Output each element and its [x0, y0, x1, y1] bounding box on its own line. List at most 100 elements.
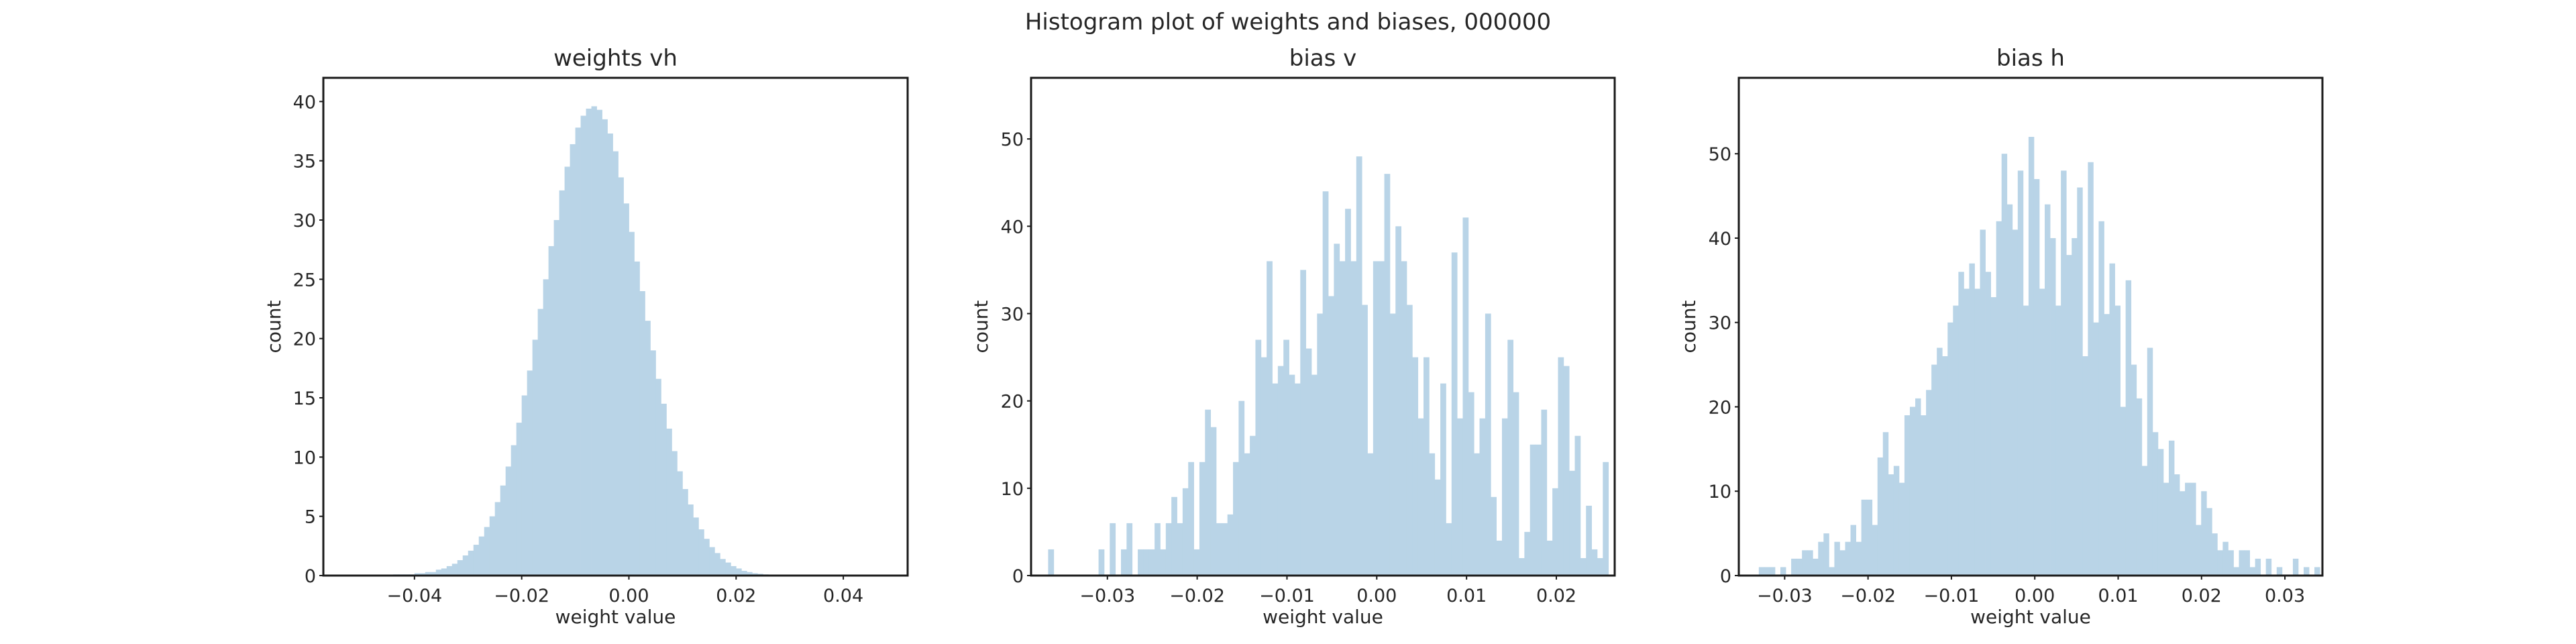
histogram-bar [747, 572, 753, 576]
y-tick-label: 5 [305, 507, 316, 528]
histogram-bar [2217, 550, 2223, 576]
histogram-bar [1395, 226, 1401, 576]
histogram-bar [1931, 364, 1937, 576]
histogram-bar [451, 564, 458, 576]
histogram-bar [468, 550, 474, 576]
histogram-bar [1856, 541, 1862, 576]
histogram-bar [1238, 400, 1245, 576]
histogram-bar [1389, 313, 1396, 576]
histogram-bar [2222, 541, 2229, 576]
histogram-bar [639, 291, 645, 576]
histogram-bar [1969, 263, 1975, 576]
x-axis-label: weight value [1970, 606, 2091, 628]
histogram-bar [1289, 374, 1295, 576]
histogram-bar [1937, 347, 1943, 576]
x-tick-label: −0.02 [1169, 586, 1225, 606]
histogram-bar [1802, 550, 1808, 576]
histogram-bar [2109, 263, 2115, 576]
histogram-bar [1990, 297, 1997, 576]
histogram-bar [634, 261, 640, 576]
x-tick-label: 0.02 [716, 586, 756, 606]
histogram-bar [1586, 505, 1592, 576]
histogram-bar [1926, 390, 1932, 576]
histogram-bar [494, 502, 501, 576]
histogram-bar [1861, 499, 1868, 576]
histogram-bar [2066, 255, 2072, 576]
y-tick-label: 50 [1709, 144, 1731, 165]
x-tick-label: 0.02 [1536, 586, 1576, 606]
histogram-bar [1272, 383, 1279, 576]
histogram-bar [1529, 444, 1536, 576]
histogram-bar [1569, 470, 1575, 576]
histogram-bar [2141, 466, 2148, 576]
histogram-bar [1244, 453, 1250, 576]
histogram-bar [2114, 305, 2121, 576]
histogram-bar [2088, 162, 2094, 576]
histogram-bar [478, 536, 485, 576]
histogram-bar [1807, 550, 1813, 576]
histogram-bar [1417, 418, 1424, 576]
histogram-bar [484, 527, 490, 576]
histogram-bar [1947, 322, 1953, 576]
y-tick-label: 35 [293, 152, 316, 172]
histogram-bar [1199, 462, 1205, 576]
histogram-bar [1791, 558, 1797, 576]
histogram-bar [1188, 462, 1194, 576]
histogram-bar [2033, 178, 2040, 576]
histogram-bar [1457, 418, 1463, 576]
histogram-bar [1546, 540, 1553, 576]
histogram-bar [1839, 550, 1845, 576]
histogram-bar [2152, 432, 2159, 576]
histogram-bar [1845, 541, 1851, 576]
histogram-bar [693, 517, 699, 576]
y-axis-label: count [970, 300, 992, 353]
histogram-bar [2168, 440, 2175, 576]
histogram-bar [618, 177, 624, 576]
histogram-bar [1524, 531, 1531, 576]
histogram-bar [731, 566, 737, 576]
histogram-bar [500, 485, 506, 576]
bars [1048, 156, 1615, 576]
x-tick-label: −0.01 [1924, 586, 1980, 606]
histogram-bar [1780, 567, 1786, 576]
histogram-bar [548, 246, 554, 576]
histogram-bar [1205, 409, 1212, 576]
histogram-bar [2304, 567, 2310, 576]
y-tick-label: 30 [1001, 304, 1024, 325]
histogram-bar [1401, 261, 1407, 576]
histogram-bar [1339, 261, 1346, 576]
histogram-bar [1367, 453, 1374, 576]
axes-frame [322, 76, 909, 577]
histogram-bar [462, 555, 469, 576]
histogram-bar [1255, 339, 1262, 576]
histogram-bar [1953, 305, 1959, 576]
histogram-bar [559, 190, 565, 576]
histogram-bar [1764, 567, 1770, 576]
histogram-bar [1283, 339, 1289, 576]
histogram-bar [1507, 339, 1514, 576]
histogram-bar [1491, 496, 1497, 576]
histogram-bar [457, 560, 464, 576]
histogram-bar [1958, 272, 1964, 576]
histogram-bar [1519, 557, 1525, 576]
histogram-bar [1850, 525, 1856, 576]
histogram-bar [1267, 261, 1273, 576]
histogram-bar [1305, 348, 1312, 576]
histogram-bar [2239, 550, 2245, 576]
histogram-bar [1980, 229, 1986, 576]
histogram-bar [2190, 482, 2196, 576]
histogram-bar [1942, 356, 1948, 576]
histogram-bar [1350, 261, 1357, 576]
histogram-bar [682, 489, 688, 576]
histogram-bar [1434, 479, 1441, 576]
histogram-bar [1294, 383, 1301, 576]
histogram-bar [1574, 435, 1581, 576]
histogram-bar [2233, 567, 2239, 576]
x-tick-label: 0.02 [2182, 586, 2222, 606]
x-tick-label: 0.03 [2265, 586, 2305, 606]
histogram-bar [1558, 357, 1564, 576]
x-tick-label: −0.02 [1840, 586, 1896, 606]
histogram-bar [1160, 549, 1167, 576]
histogram-bar [2061, 170, 2067, 576]
histogram-bar [1328, 296, 1334, 576]
